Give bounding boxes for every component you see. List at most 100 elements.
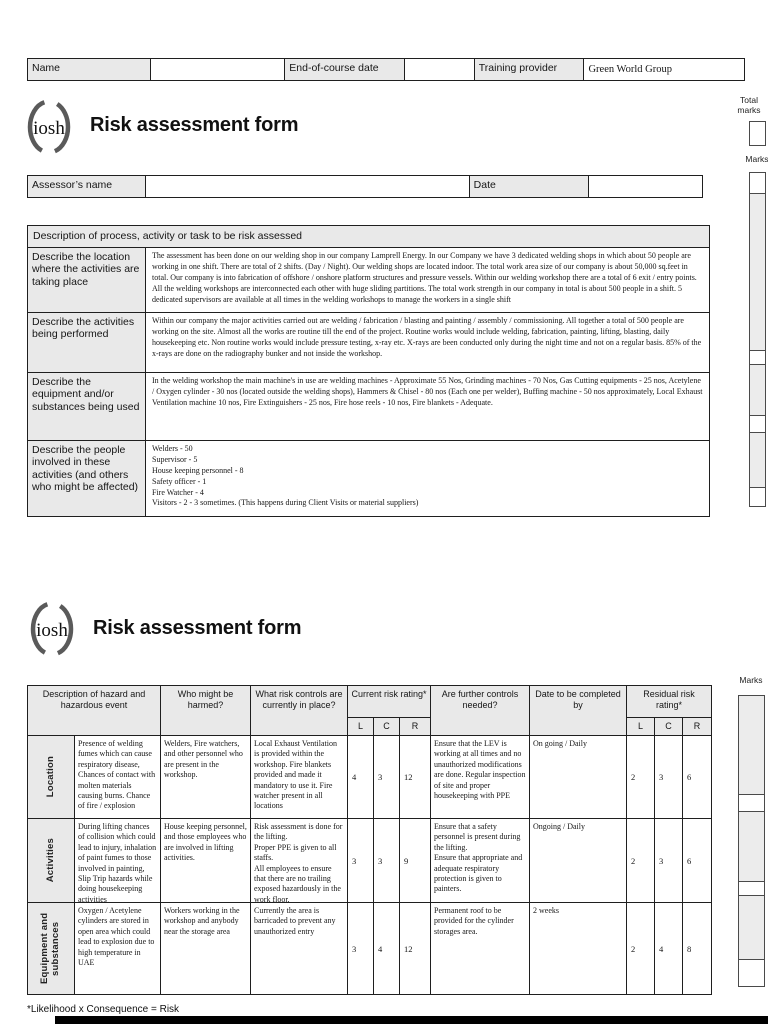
current-consequence-value: 3 <box>374 819 400 903</box>
col-header-who: Who might be harmed? <box>161 686 251 736</box>
total-marks-label: Total marks <box>737 95 761 115</box>
controls-cell: Risk assessment is done for the lifting.… <box>251 819 348 903</box>
page1-title: Risk assessment form <box>90 114 299 136</box>
current-risk-value: 12 <box>400 903 431 994</box>
iosh-logo-icon: iosh <box>27 98 71 161</box>
marks-box <box>738 793 765 812</box>
name-field-value <box>151 59 286 80</box>
subcol-current-C: C <box>374 718 400 736</box>
further-controls-cell: Ensure that the LEV is working at all ti… <box>431 736 530 819</box>
page2-marks-label: Marks <box>739 675 763 685</box>
marks-box <box>738 881 765 897</box>
describe-location-label: Describe the location where the activiti… <box>28 248 146 313</box>
page2-marks-strip <box>738 695 765 988</box>
marks-box <box>749 486 766 507</box>
page1-marks-label: Marks <box>745 154 768 164</box>
marks-box <box>749 172 766 194</box>
residual-likelihood-value: 2 <box>627 819 655 903</box>
likelihood-formula-footnote: *Likelihood x Consequence = Risk <box>27 1004 180 1015</box>
residual-risk-value: 6 <box>683 736 711 819</box>
row-category-activities: Activities <box>28 819 75 903</box>
date-cell: 2 weeks <box>530 903 627 994</box>
assessor-row: Assessor’s name Date <box>27 175 703 198</box>
row-category-equipment: Equipment and substances <box>28 903 75 994</box>
who-cell: Workers working in the workshop and anyb… <box>161 903 251 994</box>
marks-shaded-box <box>738 695 765 795</box>
residual-risk-value: 6 <box>683 819 711 903</box>
iosh-logo-icon: iosh <box>30 600 74 663</box>
residual-likelihood-value: 2 <box>627 736 655 819</box>
residual-likelihood-value: 2 <box>627 903 655 994</box>
subcol-residual-C: C <box>655 718 683 736</box>
subcol-residual-R: R <box>683 718 711 736</box>
col-header-residual-risk: Residual risk rating* <box>627 686 711 718</box>
col-header-hazard: Description of hazard and hazardous even… <box>28 686 161 736</box>
describe-activities-text: Within our company the major activities … <box>146 313 709 373</box>
marks-shaded-box <box>749 432 766 489</box>
date-field-label: Date <box>469 176 590 197</box>
describe-location-text: The assessment has been done on our weld… <box>146 248 709 313</box>
training-provider-field-label: Training provider <box>474 59 585 80</box>
assessor-name-field-value <box>146 176 470 197</box>
hazard-cell: Oxygen / Acetylene cylinders are stored … <box>75 903 161 994</box>
page1-marks-strip <box>749 172 766 507</box>
residual-risk-value: 8 <box>687 943 692 954</box>
describe-people-text: Welders - 50 Supervisor - 5 House keepin… <box>152 444 419 508</box>
bottom-black-bar <box>55 1016 768 1024</box>
marks-box <box>749 349 766 366</box>
marks-box <box>738 959 765 988</box>
course-date-field-value <box>405 59 475 80</box>
residual-consequence-value: 4 <box>655 903 683 994</box>
assessor-name-field-label: Assessor’s name <box>28 176 146 197</box>
col-header-further-controls: Are further controls needed? <box>431 686 530 736</box>
col-header-controls: What risk controls are currently in plac… <box>251 686 348 736</box>
col-header-current-risk: Current risk rating* <box>348 686 431 718</box>
date-field-value <box>589 176 702 197</box>
name-field-label: Name <box>28 59 151 80</box>
further-controls-cell: Permanent roof to be provided for the cy… <box>431 903 530 994</box>
iosh-logo-text: iosh <box>36 620 68 641</box>
current-risk-value: 9 <box>400 819 431 903</box>
describe-people-label: Describe the people involved in these ac… <box>28 441 146 516</box>
controls-cell: Local Exhaust Ventilation is provided wi… <box>251 736 348 819</box>
subcol-residual-L: L <box>627 718 655 736</box>
current-likelihood-value: 3 <box>348 903 374 994</box>
current-likelihood-value: 4 <box>348 736 374 819</box>
course-info-row: Name End-of-course date Training provide… <box>27 58 745 81</box>
hazard-cell: During lifting chances of collision whic… <box>75 819 161 903</box>
residual-consequence-value: 3 <box>655 819 683 903</box>
total-marks-box <box>749 121 766 146</box>
who-cell: Welders, Fire watchers, and other person… <box>161 736 251 819</box>
marks-shaded-box <box>749 364 766 417</box>
description-table-header: Description of process, activity or task… <box>28 226 709 248</box>
current-consequence-value: 4 <box>374 903 400 994</box>
describe-equipment-label: Describe the equipment and/or substances… <box>28 373 146 441</box>
subcol-current-R: R <box>400 718 431 736</box>
hazard-cell: Presence of welding fumes which can caus… <box>75 736 161 819</box>
further-controls-cell: Ensure that a safety personnel is presen… <box>431 819 530 903</box>
describe-activities-label: Describe the activities being performed <box>28 313 146 373</box>
marks-box <box>749 415 766 434</box>
hazard-table: Description of hazard and hazardous even… <box>27 685 712 995</box>
current-likelihood-value: 3 <box>348 819 374 903</box>
course-date-field-label: End-of-course date <box>285 59 405 80</box>
subcol-current-L: L <box>348 718 374 736</box>
marks-shaded-box <box>738 810 765 883</box>
date-cell: Ongoing / Daily <box>530 819 627 903</box>
date-cell: On going / Daily <box>530 736 627 819</box>
description-table: Description of process, activity or task… <box>27 225 710 517</box>
current-risk-value: 12 <box>400 736 431 819</box>
col-header-date: Date to be completed by <box>530 686 627 736</box>
marks-shaded-box <box>738 895 765 961</box>
residual-consequence-value: 3 <box>655 736 683 819</box>
who-cell: House keeping personnel, and those emplo… <box>161 819 251 903</box>
page2-title: Risk assessment form <box>93 617 302 639</box>
row-category-location: Location <box>28 736 75 819</box>
current-consequence-value: 3 <box>374 736 400 819</box>
controls-cell: Currently the area is barricaded to prev… <box>251 903 348 994</box>
iosh-logo-text: iosh <box>33 118 65 139</box>
marks-shaded-box <box>749 192 766 351</box>
describe-equipment-text: In the welding workshop the main machine… <box>146 373 709 441</box>
training-provider-field-value: Green World Group <box>588 64 672 75</box>
